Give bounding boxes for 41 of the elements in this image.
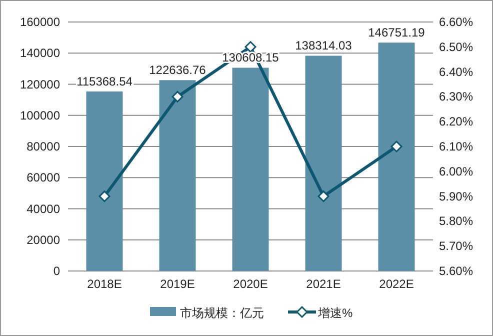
point [318, 190, 330, 202]
legend-label: 市场规模：亿元 [180, 306, 264, 320]
y2-tick-label: 6.40% [439, 64, 474, 79]
bar [305, 56, 342, 271]
x-tick-label: 2019E [160, 277, 195, 291]
y-tick-label: 20000 [26, 232, 60, 247]
y-tick-label: 120000 [20, 77, 60, 92]
y2-tick-label: 5.90% [439, 189, 474, 204]
x-tick-label: 2021E [306, 277, 341, 291]
y-tick-label: 40000 [26, 202, 60, 216]
y2-tick-label: 5.60% [439, 264, 474, 278]
y2-tick-label: 6.60% [439, 15, 474, 29]
y2-tick-label: 6.30% [439, 90, 474, 104]
y-tick-label: 0 [53, 264, 60, 278]
data-label: 115368.54 [76, 74, 133, 88]
point [172, 90, 184, 102]
bar [378, 42, 415, 271]
y-tick-label: 160000 [20, 15, 60, 29]
y2-tick-label: 6.20% [439, 114, 474, 129]
point [390, 140, 402, 152]
data-label: 122636.76 [149, 63, 206, 78]
x-tick-label: 2022E [379, 277, 414, 291]
x-tick-label: 2018E [87, 277, 122, 291]
bar [159, 80, 196, 271]
y2-tick-label: 6.00% [439, 164, 474, 178]
data-label: 146751.19 [368, 26, 426, 40]
y-tick-label: 140000 [20, 46, 60, 60]
point [98, 190, 110, 202]
bar [86, 91, 123, 271]
data-label: 138314.03 [295, 38, 352, 53]
y-tick-label: 60000 [26, 170, 60, 185]
legend-label: 增速% [317, 306, 353, 320]
y2-tick-label: 5.80% [439, 214, 474, 228]
y2-tick-label: 5.70% [439, 239, 474, 254]
y2-tick-label: 6.50% [439, 40, 474, 54]
point [244, 41, 256, 53]
y-tick-label: 80000 [26, 140, 60, 154]
bar [232, 68, 269, 271]
y2-tick-label: 6.10% [439, 140, 474, 154]
x-tick-label: 2020E [233, 277, 268, 291]
y-tick-label: 100000 [20, 108, 60, 122]
